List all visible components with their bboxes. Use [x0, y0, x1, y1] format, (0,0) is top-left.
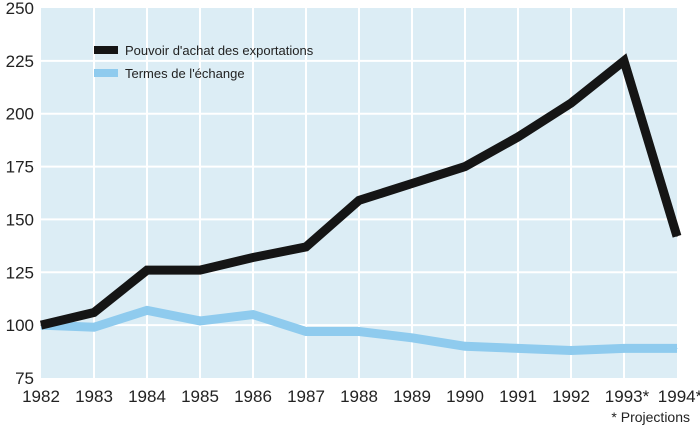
x-tick-label: 1989: [393, 387, 431, 406]
legend-label-terms: Termes de l'échange: [125, 66, 245, 81]
x-tick-label: 1994*: [658, 387, 700, 406]
gridlines: [41, 8, 677, 378]
data-point: [199, 269, 201, 271]
x-tick-label: 1987: [287, 387, 325, 406]
data-point: [93, 326, 95, 328]
data-point: [464, 345, 466, 347]
data-point: [570, 102, 572, 104]
y-tick-label: 125: [6, 263, 34, 282]
y-tick-label: 100: [6, 316, 34, 335]
data-point: [305, 246, 307, 248]
data-point: [517, 347, 519, 349]
data-point: [411, 182, 413, 184]
x-axis-ticks: 1982 1983 1984 1985 1986 1987 1988 1989 1990 1991…: [22, 387, 700, 406]
x-tick-label: 1993*: [605, 387, 650, 406]
x-tick-label: 1990: [446, 387, 484, 406]
legend-swatch-exports: [94, 46, 118, 54]
data-point: [464, 166, 466, 168]
legend-label-exports: Pouvoir d'achat des exportations: [125, 43, 314, 58]
x-tick-label: 1983: [75, 387, 113, 406]
x-tick-label: 1986: [234, 387, 272, 406]
y-tick-label: 200: [6, 105, 34, 124]
data-point: [93, 311, 95, 313]
data-point: [146, 309, 148, 311]
data-point: [358, 330, 360, 332]
data-point: [623, 60, 625, 62]
data-point: [358, 199, 360, 201]
y-tick-label: 175: [6, 158, 34, 177]
data-point: [252, 314, 254, 316]
data-point: [676, 347, 678, 349]
legend-swatch-terms: [94, 69, 118, 77]
x-tick-label: 1992: [552, 387, 590, 406]
projections-note: * Projections: [611, 409, 690, 425]
data-point: [146, 269, 148, 271]
data-point: [676, 235, 678, 237]
y-tick-label: 250: [6, 0, 34, 18]
x-tick-label: 1985: [181, 387, 219, 406]
data-point: [252, 256, 254, 258]
x-tick-label: 1984: [128, 387, 166, 406]
x-tick-label: 1991: [499, 387, 537, 406]
y-tick-label: 75: [15, 369, 34, 388]
series-lines: [39, 53, 682, 356]
data-point: [199, 320, 201, 322]
data-point: [570, 350, 572, 352]
data-point: [305, 330, 307, 332]
y-axis-ticks: 75 100 125 150 175 200 225 250: [6, 0, 34, 388]
y-tick-label: 225: [6, 52, 34, 71]
data-point: [623, 347, 625, 349]
x-tick-label: 1982: [22, 387, 60, 406]
x-tick-label: 1988: [340, 387, 378, 406]
y-tick-label: 150: [6, 210, 34, 229]
data-point: [411, 337, 413, 339]
data-point: [40, 324, 42, 326]
legend: Pouvoir d'achat des exportations Termes …: [94, 43, 314, 81]
data-point: [517, 136, 519, 138]
